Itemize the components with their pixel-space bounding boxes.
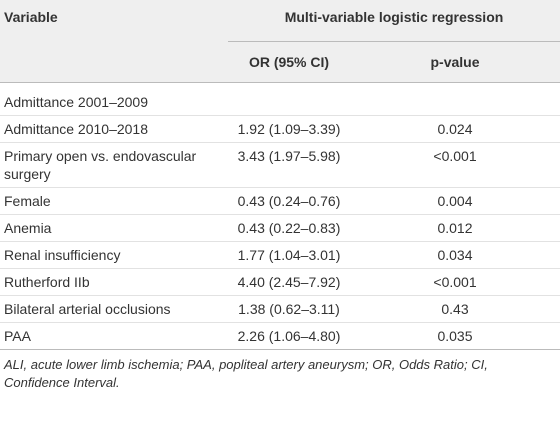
table-row: Rutherford IIb 4.40 (2.45–7.92) <0.001	[0, 269, 560, 296]
table-cell: Anemia	[4, 220, 52, 236]
table-row: Primary open vs. endovascular surgery 3.4…	[0, 143, 560, 188]
table-row: Renal insufficiency 1.77 (1.04–3.01) 0.034	[0, 242, 560, 269]
table-cell: Primary open vs. endovascular surgery	[4, 148, 197, 182]
table-row: Female 0.43 (0.24–0.76) 0.004	[0, 188, 560, 215]
table-cell: 0.004	[437, 193, 473, 209]
table-cell: Bilateral arterial occlusions	[4, 301, 171, 317]
table-cell: Renal insufficiency	[4, 247, 121, 263]
table-cell: 2.26 (1.06–4.80)	[237, 328, 341, 344]
table-cell: Admittance 2010–2018	[4, 121, 148, 137]
footnote: ALI, acute lower limb ischemia; PAA, pop…	[4, 357, 488, 390]
table-cell: 1.92 (1.09–3.39)	[237, 121, 341, 137]
table-cell: 4.40 (2.45–7.92)	[237, 274, 341, 290]
table-cell: 0.034	[437, 247, 473, 263]
header-cell: Multi-variable logistic regression	[228, 0, 560, 42]
table-cell: 0.43 (0.22–0.83)	[237, 220, 341, 236]
table-row: Bilateral arterial occlusions 1.38 (0.62–…	[0, 296, 560, 323]
table-cell: 0.43 (0.24–0.76)	[237, 193, 341, 209]
table-cell: 1.77 (1.04–3.01)	[237, 247, 341, 263]
table-row: Admittance 2001–2009	[0, 83, 560, 116]
table-cell: PAA	[4, 328, 31, 344]
table-cell: Admittance 2001–2009	[4, 94, 148, 110]
table-body: Admittance 2001–2009 Admittance 2010–2018…	[0, 83, 560, 350]
table-cell: <0.001	[433, 274, 477, 290]
table-row: PAA 2.26 (1.06–4.80) 0.035	[0, 323, 560, 350]
table-row: Anemia 0.43 (0.22–0.83) 0.012	[0, 215, 560, 242]
table-cell: Rutherford IIb	[4, 274, 90, 290]
table-row: Admittance 2010–2018 1.92 (1.09–3.39) 0.02…	[0, 116, 560, 143]
table-cell: 0.43	[441, 301, 469, 317]
regression-table: Variable Multi-variable logistic regress…	[0, 0, 560, 350]
table-cell: 1.38 (0.62–3.11)	[238, 301, 340, 317]
table-cell: <0.001	[433, 148, 477, 164]
table-cell: 3.43 (1.97–5.98)	[237, 148, 341, 164]
table-cell: Female	[4, 193, 51, 209]
table-header: Variable Multi-variable logistic regress…	[0, 0, 560, 83]
header-cell: p-value	[350, 41, 560, 83]
table-cell	[350, 83, 560, 116]
header-cell: Variable	[0, 0, 228, 83]
table-cell: 0.024	[437, 121, 473, 137]
table-cell	[228, 83, 350, 116]
header-cell: OR (95% CI)	[228, 41, 350, 83]
table-cell: 0.035	[437, 328, 473, 344]
table-cell: 0.012	[437, 220, 473, 236]
